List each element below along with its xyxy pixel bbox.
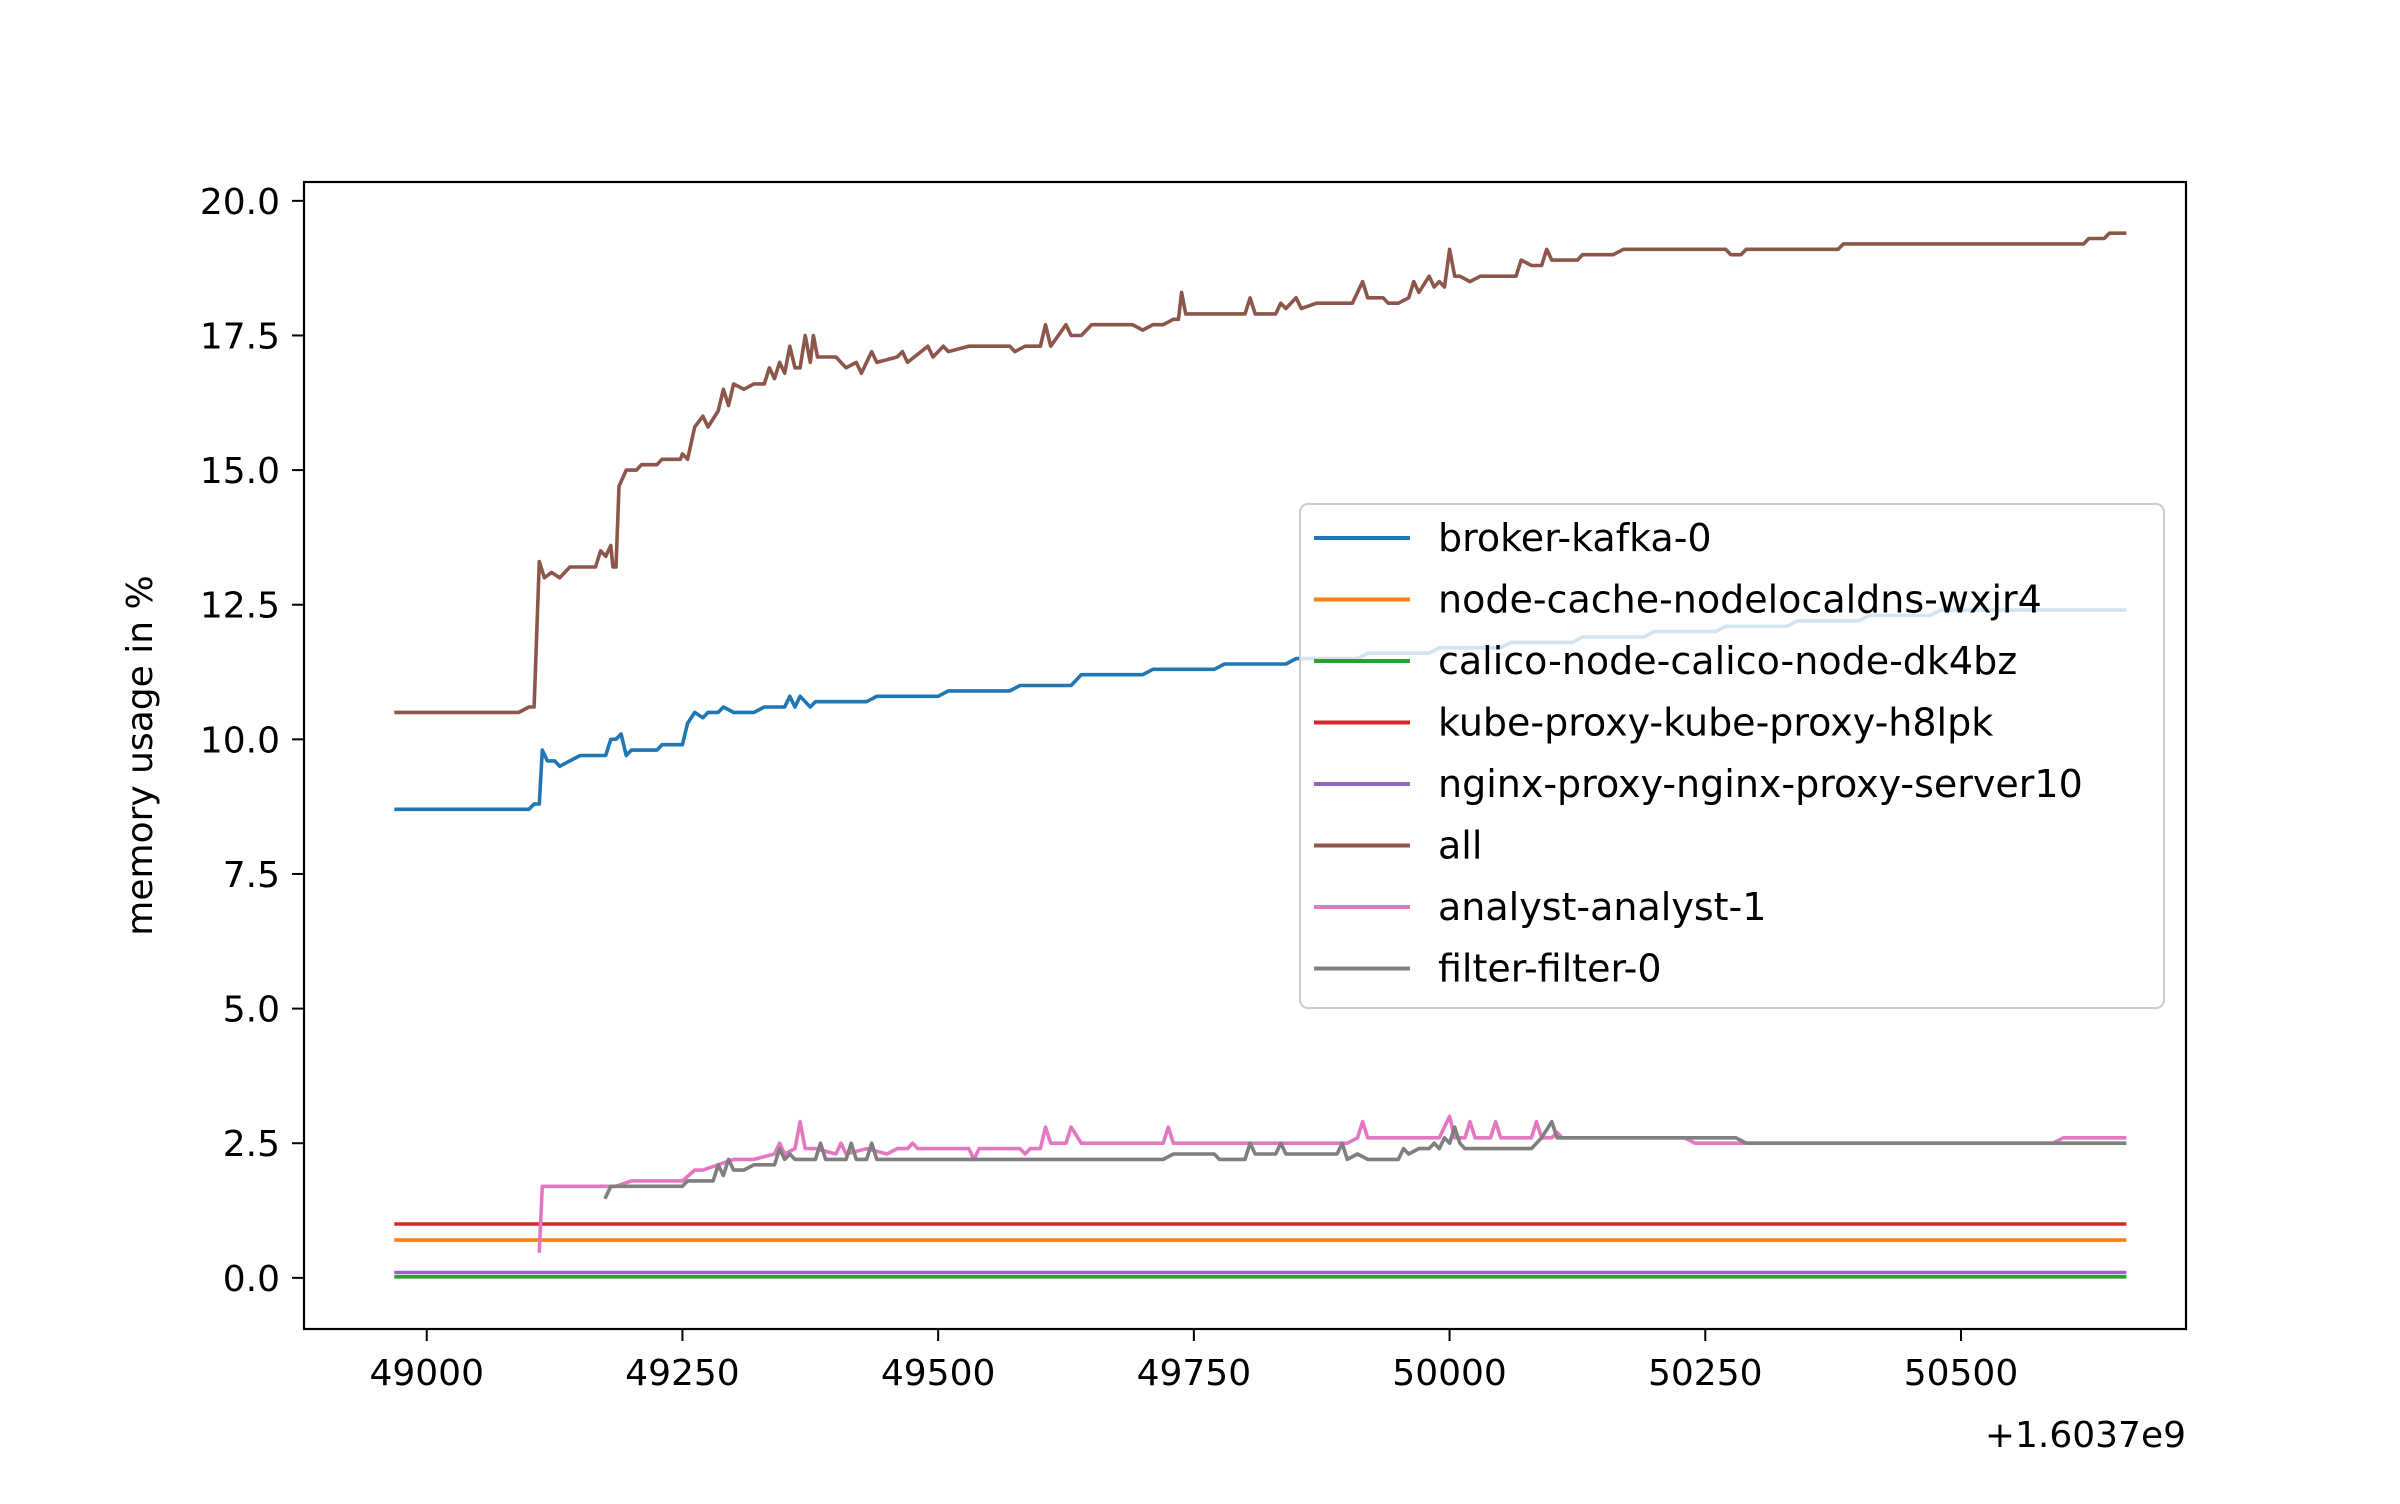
y-tick-label: 20.0 (200, 182, 280, 223)
legend-label: node-cache-nodelocaldns-wxjr4 (1438, 578, 2042, 622)
x-tick-label: 49250 (625, 1353, 740, 1394)
x-tick-label: 50250 (1648, 1353, 1763, 1394)
series-line-6 (537, 1114, 2127, 1253)
legend-label: nginx-proxy-nginx-proxy-server10 (1438, 762, 2083, 806)
y-axis-label: memory usage in % (120, 575, 161, 935)
y-tick-label: 10.0 (200, 720, 280, 761)
y-tick-label: 7.5 (223, 855, 280, 896)
x-tick-label: 49750 (1137, 1353, 1252, 1394)
y-tick-label: 5.0 (223, 990, 280, 1031)
legend-label: calico-node-calico-node-dk4bz (1438, 639, 2017, 683)
y-tick-label: 0.0 (223, 1259, 280, 1300)
x-axis: 49000 49250 49500 49750 50000 50250 50500 (369, 1329, 2018, 1394)
y-axis: 0.0 2.5 5.0 7.5 10.0 12.5 15.0 17.5 20.0 (200, 182, 304, 1300)
series-layer (394, 231, 2127, 1279)
series-line-5 (394, 231, 2127, 715)
y-tick-label: 17.5 (200, 316, 280, 357)
legend-label: broker-kafka-0 (1438, 516, 1712, 560)
legend-box (1299, 503, 2165, 1009)
legend-label: all (1438, 824, 1482, 868)
legend: broker-kafka-0 node-cache-nodelocaldns-wx… (1299, 503, 2165, 1009)
plot-frame (302, 180, 2188, 1331)
legend-label: filter-filter-0 (1438, 947, 1662, 991)
x-tick-label: 50000 (1392, 1353, 1507, 1394)
x-axis-offset-label: +1.6037e9 (1985, 1415, 2186, 1456)
y-tick-label: 2.5 (223, 1124, 280, 1165)
x-tick-label: 49500 (881, 1353, 996, 1394)
x-tick-label: 50500 (1904, 1353, 2019, 1394)
y-tick-label: 12.5 (200, 586, 280, 627)
legend-label: analyst-analyst-1 (1438, 885, 1766, 929)
series-line-7 (603, 1119, 2127, 1200)
y-tick-label: 15.0 (200, 451, 280, 492)
x-tick-label: 49000 (369, 1353, 484, 1394)
legend-label: kube-proxy-kube-proxy-h8lpk (1438, 701, 1993, 745)
